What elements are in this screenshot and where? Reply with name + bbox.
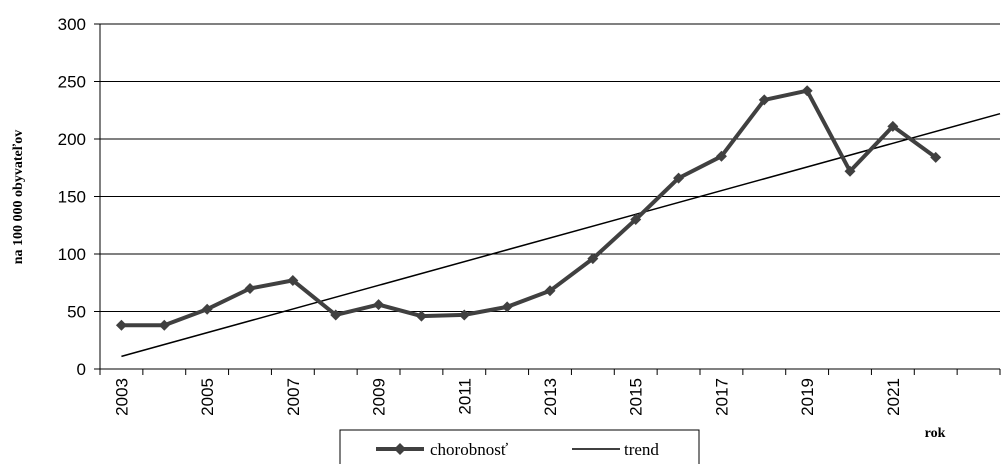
- y-tick-label-50: 50: [67, 303, 86, 322]
- x-tick-label-2019: 2019: [798, 378, 817, 416]
- data-point-2015: [630, 214, 642, 225]
- data-point-2021: [887, 120, 899, 132]
- legend-chorobnost-label: chorobnosť: [430, 440, 508, 459]
- data-point-2022: [930, 151, 942, 163]
- y-tick-labels: 0 50 100 150 200 250 300: [58, 15, 86, 379]
- data-point-2013: [544, 285, 556, 297]
- data-point-2006: [244, 283, 256, 294]
- data-point-2017: [715, 150, 727, 162]
- data-point-2012: [501, 301, 513, 313]
- x-tick-label-2003: 2003: [112, 378, 131, 416]
- legend: chorobnosť trend: [339, 429, 700, 464]
- x-tick-label-2011: 2011: [455, 378, 474, 415]
- axes: [94, 23, 1001, 375]
- trend-series: [121, 112, 1001, 358]
- x-tick-label-2005: 2005: [198, 378, 217, 416]
- x-tick-label-2013: 2013: [541, 378, 560, 416]
- chorobnost-series: [115, 85, 942, 331]
- chorobnost-line: [121, 88, 937, 328]
- y-tick-label-200: 200: [58, 130, 86, 149]
- y-tick-label-100: 100: [58, 245, 86, 264]
- data-point-2007: [287, 274, 299, 286]
- y-tick-label-300: 300: [58, 15, 86, 34]
- data-point-2020: [844, 165, 856, 177]
- data-point-2011: [458, 309, 470, 321]
- data-point-2003: [115, 319, 127, 331]
- x-tick-label-2015: 2015: [627, 378, 646, 416]
- x-tick-label-2017: 2017: [712, 378, 731, 416]
- x-tick-labels: 2003 2005 2007 2009 2011 2013 2015 2017 2019 2021: [112, 378, 902, 416]
- x-axis-title: rok: [925, 426, 946, 441]
- x-tick-label-2009: 2009: [370, 378, 389, 416]
- y-tick-label-250: 250: [58, 73, 86, 92]
- data-point-2004: [158, 319, 170, 331]
- x-tick-label-2007: 2007: [284, 378, 303, 416]
- gridlines: [100, 23, 1000, 312]
- legend-chorobnost-marker: [394, 443, 406, 455]
- legend-trend-label: trend: [624, 440, 659, 459]
- y-tick-label-0: 0: [77, 360, 86, 379]
- x-tick-label-2021: 2021: [884, 378, 903, 416]
- data-point-2009: [373, 299, 385, 311]
- data-point-2014: [587, 253, 599, 265]
- data-point-2008: [330, 309, 342, 321]
- y-axis-title: na 100 000 obyvateľov: [11, 130, 26, 265]
- data-point-2016: [673, 172, 685, 184]
- data-point-2005: [201, 303, 213, 315]
- data-point-2019: [801, 85, 813, 97]
- data-point-2018: [758, 94, 770, 106]
- trend-line: [121, 112, 1001, 358]
- y-tick-label-150: 150: [58, 188, 86, 207]
- data-point-2010: [415, 310, 427, 322]
